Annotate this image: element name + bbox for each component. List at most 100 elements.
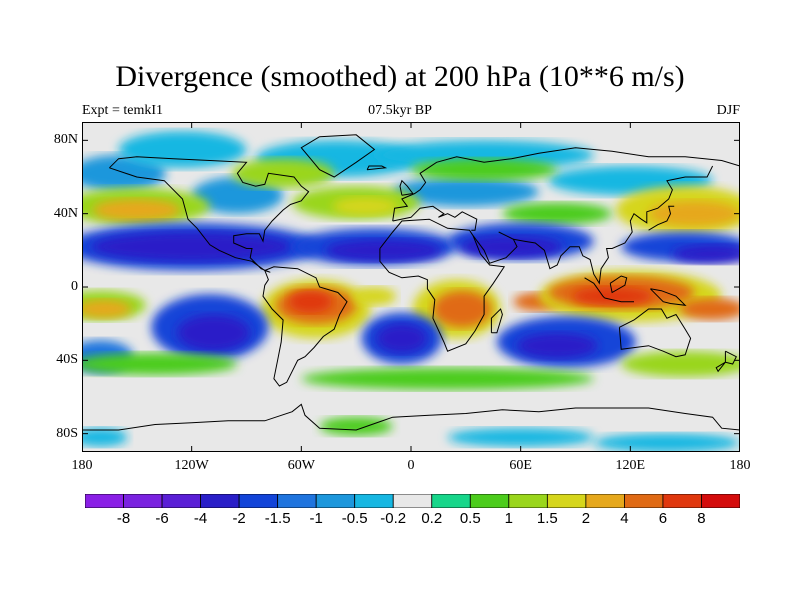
field-contour [447, 428, 594, 447]
colorbar-label: -1.5 [264, 510, 291, 527]
field-contour [502, 202, 612, 225]
coastline [399, 179, 414, 196]
coastline [584, 277, 606, 299]
coastline [490, 308, 503, 334]
right-subtitle: DJF [716, 103, 740, 118]
field-contour [231, 158, 335, 188]
field-contour [177, 314, 251, 352]
colorbar-label: 2 [581, 510, 591, 527]
coastline [392, 205, 478, 231]
y-tick-label: 80S [56, 425, 78, 441]
x-tick-label: 180 [71, 458, 93, 473]
colorbar-label: -4 [193, 510, 208, 527]
coastline [513, 165, 714, 285]
field-contour [672, 244, 740, 264]
colorbar-swatch [354, 494, 394, 508]
colorbar-swatch [701, 494, 740, 508]
field-contour [82, 299, 132, 319]
field-contour [433, 290, 492, 328]
colorbar-label: -0.5 [341, 510, 368, 527]
field-contour [571, 287, 653, 306]
colorbar-swatch [161, 494, 201, 508]
colorbar [85, 494, 740, 508]
x-tick-label: 60E [509, 458, 532, 473]
coastline [648, 205, 675, 231]
field-contour [352, 287, 397, 306]
field-contour [593, 433, 740, 452]
field-contour [82, 428, 128, 447]
coastline [109, 156, 310, 273]
coastline [366, 165, 388, 171]
coastline [300, 134, 376, 178]
colorbar-label: 6 [658, 510, 668, 527]
field-contour [332, 197, 399, 216]
coastline [715, 361, 726, 373]
x-tick-label: 180 [729, 458, 751, 473]
colorbar-swatch [662, 494, 702, 508]
y-tick-label: 80N [53, 132, 78, 148]
field-contour [392, 177, 539, 207]
coastline [379, 218, 506, 352]
coastline [724, 350, 737, 365]
colorbar-label: 4 [620, 510, 629, 527]
divergence-map [82, 122, 740, 452]
coastline [472, 231, 518, 264]
y-tick-label: 0 [71, 279, 78, 294]
colorbar-swatch [315, 494, 356, 508]
colorbar-swatch [200, 494, 240, 508]
field-contour [374, 140, 594, 170]
field-contour [621, 351, 740, 377]
colorbar-label: -8 [116, 510, 131, 527]
x-tick-label: 120E [615, 458, 646, 473]
axis-ticks [82, 122, 740, 452]
field-contour [92, 199, 181, 221]
y-tick-label: 40N [53, 205, 78, 221]
center-subtitle: 07.5kyr BP [368, 103, 432, 118]
field-contour [376, 323, 428, 353]
colorbar-swatch [123, 494, 163, 508]
coastline [609, 275, 628, 294]
colorbar-label: 0.5 [459, 510, 481, 527]
coastline [650, 288, 687, 306]
coastlines [82, 134, 740, 431]
colorbar-label: -2 [232, 510, 246, 527]
colorbar-label: 8 [697, 510, 706, 527]
colorbar-swatch [469, 494, 510, 508]
coastline [618, 308, 692, 358]
colorbar-swatch [585, 494, 625, 508]
coastline [392, 147, 740, 222]
colorbar-swatch [238, 494, 279, 508]
field-contour [411, 158, 558, 181]
coastline [82, 403, 740, 431]
field-contour [460, 235, 563, 258]
colorbar-swatch [431, 494, 471, 508]
colorbar-label: 1.5 [536, 510, 558, 527]
coastline [604, 297, 634, 303]
colorbar-swatch [508, 494, 548, 508]
x-tick-label: 60W [287, 458, 315, 473]
field-contour [679, 298, 740, 320]
field-contour [648, 200, 740, 227]
field-contour [325, 239, 443, 262]
field-contour [288, 290, 333, 313]
field-contour [301, 367, 594, 390]
y-tick-label: 40S [56, 352, 78, 368]
x-tick-label: 120W [174, 458, 209, 473]
field-contour [517, 332, 598, 359]
colorbar-swatch [624, 494, 664, 508]
colorbar-swatch [277, 494, 317, 508]
left-subtitle: Expt = temkI1 [82, 103, 163, 118]
colorbar-label: -0.2 [380, 510, 407, 527]
colorbar-swatch [392, 494, 433, 508]
colorbar-label: 0.2 [421, 510, 443, 527]
colorbar-label: 1 [504, 510, 513, 527]
colorbar-swatch [85, 494, 124, 508]
plot-title: Divergence (smoothed) at 200 hPa (10**6 … [115, 60, 685, 93]
coastline [262, 266, 348, 387]
x-tick-label: 0 [407, 458, 415, 473]
field-contour [91, 232, 293, 262]
colorbar-swatch [546, 494, 587, 508]
field-contour [82, 353, 238, 375]
field-contour [319, 417, 393, 436]
colorbar-label: -1 [309, 510, 323, 527]
